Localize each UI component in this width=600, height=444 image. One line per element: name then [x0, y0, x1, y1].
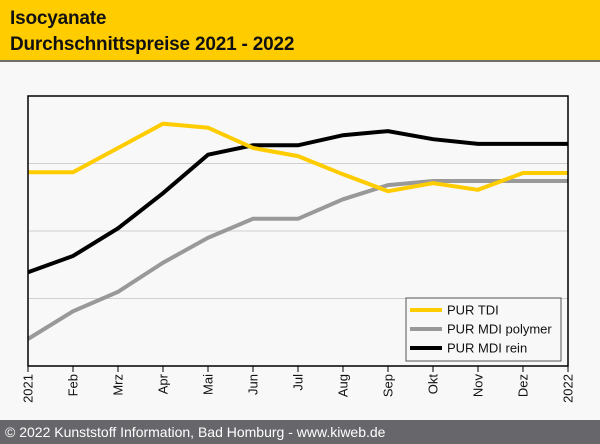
legend-label: PUR MDI polymer [447, 322, 552, 337]
legend-item: PUR TDI [410, 303, 499, 318]
x-tick-label: Okt [426, 374, 441, 395]
x-tick-label: 2022 [561, 374, 576, 403]
x-tick-label: Nov [471, 374, 486, 398]
x-axis-ticks: 2021 Feb Mrz Apr Mai Jun Jul Aug Sep Okt Nov Dez 202… [21, 366, 576, 403]
chart-title: Isocyanate [10, 8, 107, 29]
x-tick-label: 2021 [21, 374, 36, 403]
x-tick-label: Aug [336, 374, 351, 397]
x-tick-label: Apr [156, 373, 171, 394]
legend-label: PUR MDI rein [447, 341, 527, 356]
chart-subtitle: Durchschnittspreise 2021 - 2022 [10, 34, 295, 55]
copyright-text: © 2022 Kunststoff Information, Bad Hombu… [5, 424, 386, 440]
legend-label: PUR TDI [447, 303, 499, 318]
x-tick-label: Feb [66, 374, 81, 396]
series-line-pur-tdi [28, 121, 568, 194]
chart-header: Isocyanate Durchschnittspreise 2021 - 20… [0, 0, 600, 62]
x-tick-label: Jul [291, 374, 306, 391]
series-lines [26, 121, 569, 341]
line-chart: 2021 Feb Mrz Apr Mai Jun Jul Aug Sep Okt Nov Dez 202… [21, 95, 576, 403]
footer: © 2022 Kunststoff Information, Bad Hombu… [0, 420, 600, 444]
series-line-pur-mdi-polymer [26, 179, 568, 341]
legend-item: PUR MDI rein [410, 341, 527, 356]
gridlines [28, 163, 568, 299]
x-tick-label: Dez [516, 374, 531, 397]
x-tick-label: Mai [201, 374, 216, 395]
x-tick-label: Sep [381, 374, 396, 397]
x-tick-label: Mrz [111, 374, 126, 396]
legend-item: PUR MDI polymer [410, 322, 552, 337]
x-tick-label: Jun [246, 374, 261, 395]
legend: PUR TDI PUR MDI polymer PUR MDI rein [405, 297, 562, 362]
